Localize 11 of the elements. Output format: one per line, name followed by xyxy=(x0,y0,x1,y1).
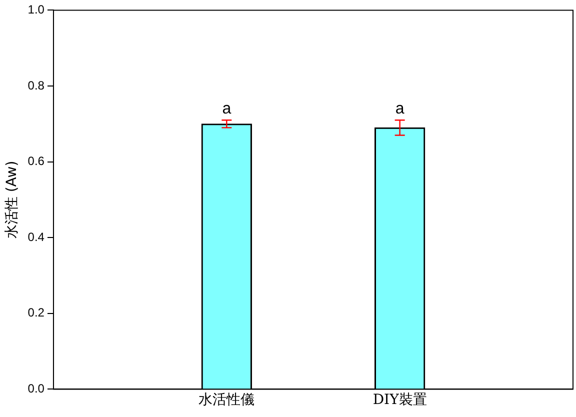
y-axis-title: 水活性 (Aw) xyxy=(4,160,20,239)
annotation: a xyxy=(222,100,232,118)
y-tick-label: 0.6 xyxy=(28,154,45,168)
x-tick-label: DIY裝置 xyxy=(372,392,427,408)
x-tick-label: 水活性儀 xyxy=(198,392,255,408)
annotation: a xyxy=(395,100,404,118)
y-tick-label: 0.4 xyxy=(28,230,45,244)
y-tick-label: 0.2 xyxy=(28,306,45,320)
y-tick-label: 0.0 xyxy=(28,382,45,396)
y-tick-label: 1.0 xyxy=(28,2,45,17)
y-tick-label: 0.8 xyxy=(28,78,45,92)
